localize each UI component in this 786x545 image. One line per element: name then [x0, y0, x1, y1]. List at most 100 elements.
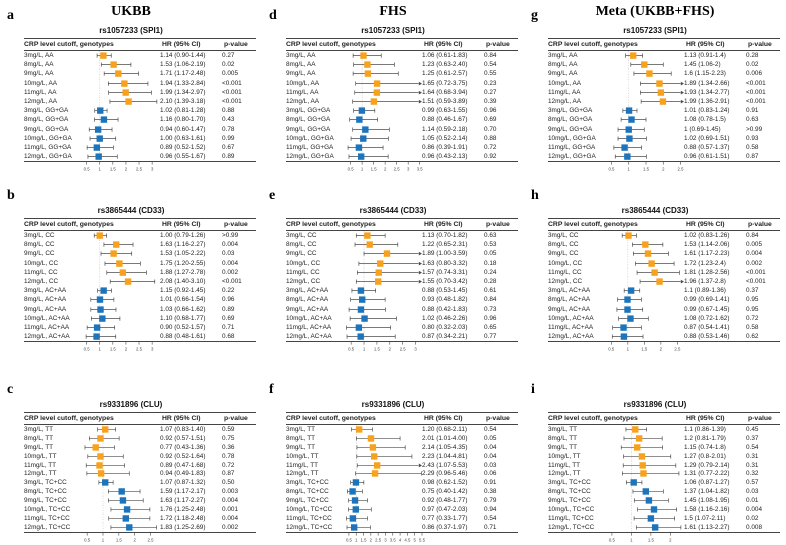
- row-label: 10mg/L, AC+AA: [286, 314, 332, 322]
- ci-plot: [346, 487, 422, 497]
- header-p-value: p-value: [224, 221, 248, 228]
- forest-table: CRP level cutoff, genotypes HR (95% CI) …: [548, 218, 780, 354]
- header-genotypes: CRP level cutoff, genotypes: [24, 415, 114, 422]
- hr-ci-value: 0.86 (0.37-1.97): [422, 523, 468, 531]
- p-value: 0.57: [746, 479, 759, 487]
- hr-ci-value: 1.53 (1.05-2.22): [160, 250, 206, 258]
- p-value: 0.67: [222, 143, 235, 151]
- hr-ci-value: 1.1 (0.89-1.36): [684, 287, 726, 295]
- p-value: 0.18: [484, 259, 497, 267]
- p-value: 0.65: [484, 323, 497, 331]
- hr-ci-value: 1.15 (0.74-1.8): [684, 443, 726, 451]
- ci-plot: [84, 425, 160, 434]
- ci-plot: [346, 505, 422, 514]
- ci-plot: [84, 276, 160, 287]
- hr-ci-value: 0.89 (0.52-1.52): [160, 143, 206, 151]
- hr-ci-value: 1.76 (1.25-2.48): [160, 505, 206, 513]
- ci-plot: [346, 60, 422, 70]
- hr-ci-value: 1.37 (1.04-1.82): [684, 488, 730, 496]
- ci-plot: [346, 87, 422, 97]
- ci-plot: [608, 69, 684, 79]
- header-genotypes: CRP level cutoff, genotypes: [548, 415, 638, 422]
- hr-ci-value: 1.6 (1.15-2.23): [684, 70, 726, 78]
- forest-row: 11mg/L, TT 2.43 (1.07-5.53) 0.03: [286, 460, 518, 470]
- ci-plot: [608, 304, 684, 314]
- row-label: 10mg/L, AA: [24, 79, 58, 87]
- hr-ci-value: 1.96 (1.37-2.8): [684, 278, 726, 286]
- panel-i: i rs9331896 (CLU) CRP level cutoff, geno…: [524, 360, 786, 542]
- hr-ci-value: 1.65 (0.72-3.75): [422, 79, 468, 87]
- hr-ci-value: 1.31 (0.77-2.22): [684, 470, 730, 478]
- forest-row: 10mg/L, TC+CC 1.58 (1.16-2.16) 0.004: [548, 505, 780, 514]
- svg-text:2: 2: [384, 167, 387, 172]
- forest-row: 11mg/L, AC+AA 0.80 (0.32-2.03) 0.65: [286, 322, 518, 333]
- row-label: 9mg/L, GG+GA: [286, 125, 331, 133]
- panel-d: d rs1057233 (SPI1) CRP level cutoff, gen…: [262, 0, 524, 180]
- panel-letter: i: [531, 382, 535, 397]
- ci-plot: [84, 522, 160, 532]
- hr-ci-value: 1.07 (0.83-1.40): [160, 425, 206, 433]
- row-label: 12mg/L, CC: [548, 278, 583, 286]
- p-value: 0.96: [484, 314, 497, 322]
- svg-text:2: 2: [660, 347, 663, 352]
- row-label: 12mg/L, GG+GA: [286, 153, 334, 161]
- p-value: 0.63: [484, 232, 497, 240]
- forest-row: 11mg/L, CC 1.57 (0.74-3.31) 0.24: [286, 267, 518, 277]
- row-label: 3mg/L, AC+AA: [548, 287, 591, 295]
- row-label: 10mg/L, TT: [24, 452, 57, 460]
- panel-title: rs9331896 (CLU): [361, 400, 425, 409]
- p-value: 0.88: [222, 107, 235, 115]
- hr-ci-value: 1.61 (1.17-2.23): [684, 250, 730, 258]
- header-genotypes: CRP level cutoff, genotypes: [286, 41, 376, 48]
- svg-text:3: 3: [414, 347, 417, 352]
- forest-row: 8mg/L, AA 1.23 (0.63-2.40) 0.54: [286, 60, 518, 70]
- p-value: 0.22: [222, 287, 235, 295]
- svg-text:3: 3: [151, 167, 154, 172]
- row-label: 11mg/L, GG+GA: [24, 143, 72, 151]
- p-value: 0.008: [746, 523, 762, 531]
- forest-row: 3mg/L, AC+AA 0.88 (0.53-1.45) 0.61: [286, 286, 518, 296]
- svg-text:1: 1: [102, 537, 105, 542]
- svg-text:1: 1: [355, 537, 358, 542]
- ci-plot: [84, 96, 160, 107]
- forest-row: 11mg/L, TC+CC 0.77 (0.33-1.77) 0.54: [286, 513, 518, 523]
- p-value: 0.01: [746, 497, 759, 505]
- ci-plot: [84, 106, 160, 116]
- svg-text:5.5: 5.5: [419, 537, 426, 542]
- p-value: 0.003: [222, 488, 238, 496]
- forest-row: 3mg/L, AA 1.06 (0.61-1.83) 0.84: [286, 51, 518, 61]
- hr-ci-value: 0.97 (0.47-2.03): [422, 505, 468, 513]
- hr-ci-value: 1.07 (0.87-1.32): [160, 479, 206, 487]
- forest-row: 11mg/L, CC 1.81 (1.28-2.56) <0.001: [548, 267, 780, 277]
- axis-row: 0.5 1 1.5 2: [548, 532, 780, 545]
- hr-ci-value: 0.99 (0.63-1.55): [422, 107, 468, 115]
- row-label: 10mg/L, CC: [24, 259, 59, 267]
- svg-text:3: 3: [151, 347, 154, 352]
- ci-plot: [346, 231, 422, 241]
- p-value: 0.96: [484, 107, 497, 115]
- hr-ci-value: 1.88 (1.27-2.78): [160, 268, 206, 276]
- table-header: CRP level cutoff, genotypes HR (95% CI) …: [548, 218, 780, 231]
- panel-g: g rs1057233 (SPI1) CRP level cutoff, gen…: [524, 0, 786, 180]
- row-label: 11mg/L, AC+AA: [24, 323, 70, 331]
- ci-plot: [84, 304, 160, 314]
- p-value: 0.95: [746, 305, 759, 313]
- p-value: <0.001: [746, 98, 766, 106]
- row-label: 12mg/L, CC: [286, 278, 321, 286]
- row-label: 8mg/L, CC: [24, 241, 55, 249]
- ci-plot: [346, 258, 422, 268]
- svg-text:0.5: 0.5: [84, 347, 91, 352]
- forest-row: 12mg/L, TT 2.29 (0.96-5.46) 0.06: [286, 469, 518, 479]
- p-value: >0.99: [746, 125, 763, 133]
- row-label: 12mg/L, GG+GA: [548, 153, 596, 161]
- ci-plot: [84, 505, 160, 514]
- p-value: 0.68: [222, 333, 235, 341]
- svg-text:1.5: 1.5: [361, 537, 368, 542]
- forest-row: 12mg/L, GG+GA 0.96 (0.55-1.67) 0.89: [24, 152, 256, 162]
- row-label: 8mg/L, AA: [548, 61, 578, 69]
- svg-text:1.5: 1.5: [110, 347, 117, 352]
- svg-text:4: 4: [399, 537, 402, 542]
- hr-ci-value: 1.25 (0.61-2.57): [422, 70, 468, 78]
- row-label: 11mg/L, CC: [286, 268, 320, 276]
- ci-plot: [608, 295, 684, 305]
